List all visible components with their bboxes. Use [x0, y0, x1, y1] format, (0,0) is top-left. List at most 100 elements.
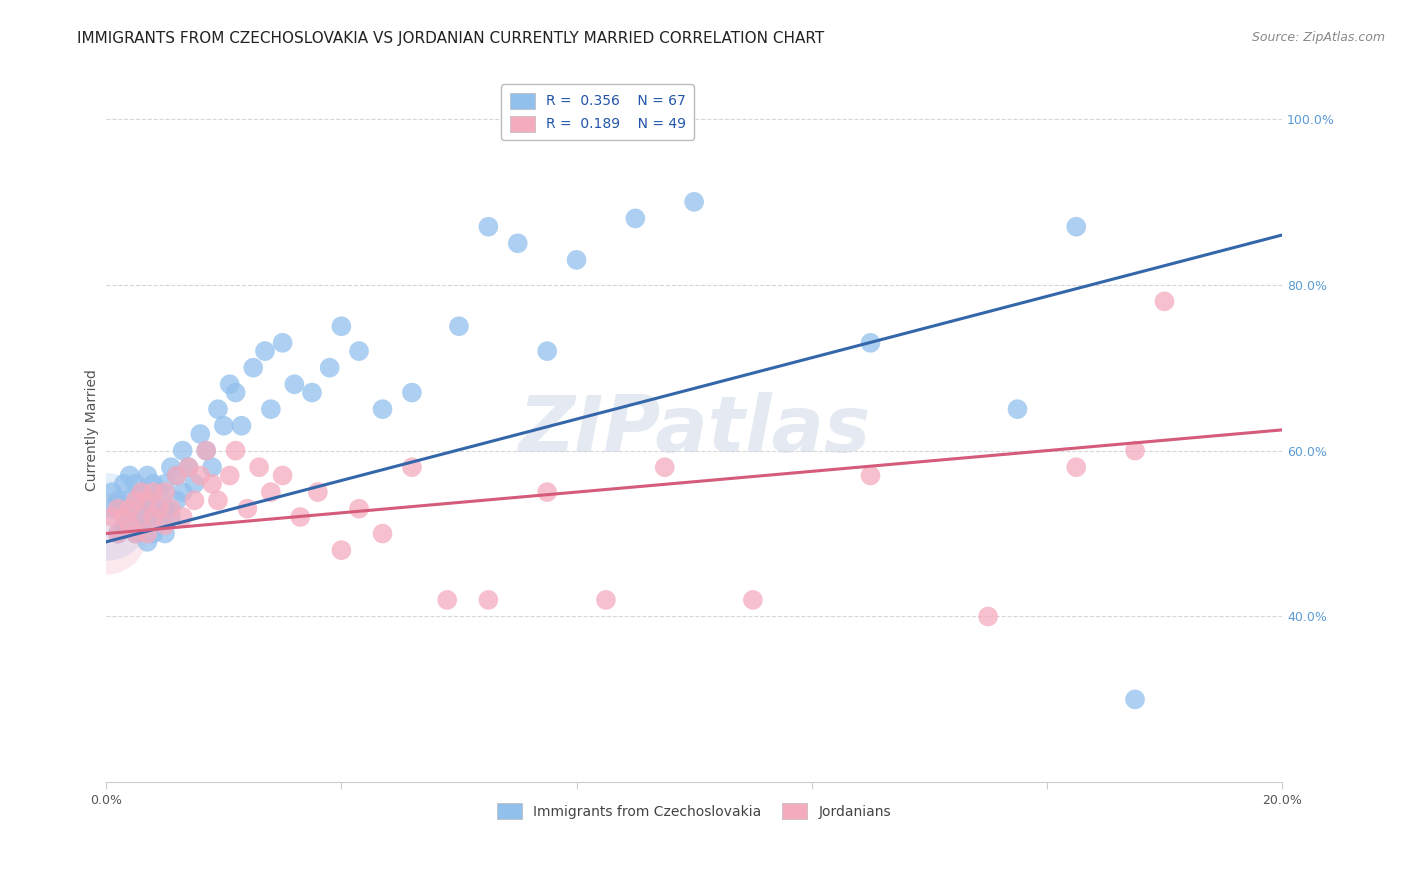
Point: [977, 609, 1000, 624]
Point: [1064, 219, 1087, 234]
Point: [401, 460, 423, 475]
Point: [153, 476, 176, 491]
Point: [1064, 460, 1087, 475]
Point: [101, 510, 124, 524]
Point: [153, 501, 176, 516]
Point: [371, 402, 394, 417]
Point: [477, 219, 499, 234]
Point: [1123, 443, 1146, 458]
Point: [118, 501, 141, 516]
Point: [201, 460, 224, 475]
Point: [112, 476, 135, 491]
Point: [107, 501, 129, 516]
Point: [131, 510, 153, 524]
Point: [225, 385, 247, 400]
Point: [136, 493, 159, 508]
Point: [536, 485, 558, 500]
Text: IMMIGRANTS FROM CZECHOSLOVAKIA VS JORDANIAN CURRENTLY MARRIED CORRELATION CHART: IMMIGRANTS FROM CZECHOSLOVAKIA VS JORDAN…: [77, 31, 824, 46]
Point: [225, 443, 247, 458]
Point: [131, 501, 153, 516]
Point: [253, 344, 276, 359]
Point: [118, 518, 141, 533]
Point: [1153, 294, 1175, 309]
Point: [172, 510, 194, 524]
Point: [148, 510, 170, 524]
Point: [118, 468, 141, 483]
Point: [218, 377, 240, 392]
Text: ZIPatlas: ZIPatlas: [517, 392, 870, 468]
Point: [166, 493, 188, 508]
Point: [1007, 402, 1029, 417]
Point: [148, 485, 170, 500]
Point: [447, 319, 470, 334]
Point: [247, 460, 270, 475]
Point: [183, 493, 205, 508]
Point: [136, 526, 159, 541]
Point: [160, 510, 183, 524]
Point: [506, 236, 529, 251]
Point: [195, 443, 218, 458]
Point: [131, 485, 153, 500]
Point: [236, 501, 259, 516]
Point: [207, 402, 229, 417]
Point: [107, 526, 129, 541]
Point: [124, 526, 146, 541]
Point: [188, 427, 211, 442]
Point: [242, 360, 264, 375]
Point: [536, 344, 558, 359]
Point: [177, 460, 200, 475]
Point: [318, 360, 340, 375]
Point: [271, 468, 294, 483]
Point: [142, 476, 165, 491]
Point: [124, 476, 146, 491]
Point: [307, 485, 329, 500]
Point: [683, 194, 706, 209]
Point: [401, 385, 423, 400]
Point: [166, 468, 188, 483]
Point: [330, 319, 353, 334]
Point: [654, 460, 676, 475]
Point: [195, 443, 218, 458]
Point: [124, 526, 146, 541]
Point: [177, 460, 200, 475]
Point: [231, 418, 253, 433]
Point: [207, 493, 229, 508]
Point: [172, 485, 194, 500]
Point: [330, 543, 353, 558]
Point: [160, 501, 183, 516]
Point: [436, 593, 458, 607]
Point: [260, 402, 283, 417]
Point: [290, 510, 312, 524]
Point: [859, 335, 882, 350]
Point: [624, 211, 647, 226]
Point: [371, 526, 394, 541]
Point: [142, 485, 165, 500]
Point: [142, 501, 165, 516]
Point: [565, 252, 588, 267]
Point: [124, 493, 146, 508]
Y-axis label: Currently Married: Currently Married: [86, 369, 100, 491]
Point: [595, 593, 617, 607]
Point: [859, 468, 882, 483]
Point: [166, 468, 188, 483]
Point: [112, 501, 135, 516]
Point: [101, 501, 124, 516]
Point: [136, 493, 159, 508]
Point: [218, 468, 240, 483]
Point: [107, 493, 129, 508]
Point: [283, 377, 305, 392]
Point: [136, 510, 159, 524]
Text: Source: ZipAtlas.com: Source: ZipAtlas.com: [1251, 31, 1385, 45]
Point: [153, 526, 176, 541]
Point: [142, 510, 165, 524]
Point: [188, 468, 211, 483]
Point: [347, 501, 370, 516]
Point: [136, 534, 159, 549]
Point: [142, 526, 165, 541]
Point: [101, 485, 124, 500]
Point: [172, 443, 194, 458]
Point: [136, 468, 159, 483]
Point: [107, 526, 129, 541]
Point: [153, 485, 176, 500]
Point: [124, 510, 146, 524]
